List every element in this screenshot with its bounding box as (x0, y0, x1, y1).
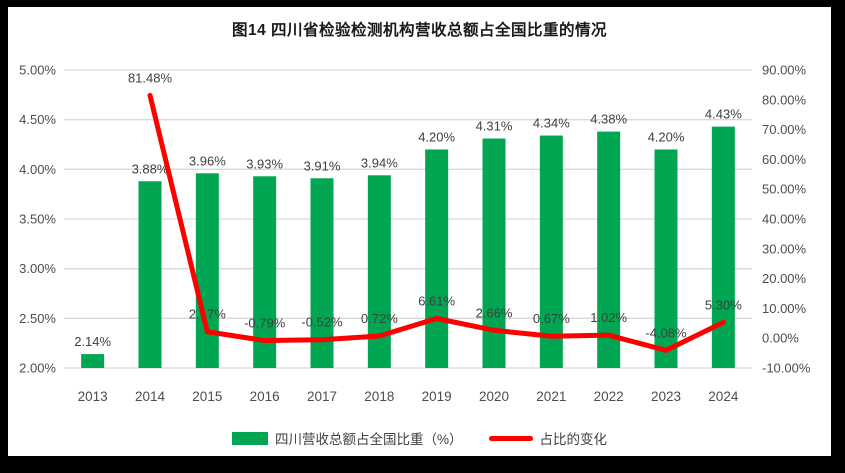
legend-item-bar-series: 四川营收总额占全国比重（%） (231, 428, 463, 448)
line-data-label: -0.79% (244, 316, 286, 331)
line-data-label: 1.02% (590, 310, 627, 325)
left-axis-tick-label: 4.00% (19, 162, 56, 177)
bar-data-label: 4.20% (648, 129, 685, 144)
chart-title: 图14 四川省检验检测机构营收总额占全国比重的情况 (231, 22, 608, 39)
chart-legend: 四川营收总额占全国比重（%） 占比的变化 (8, 428, 831, 448)
bar-data-label: 4.34% (533, 116, 570, 131)
chart-canvas: 图14 四川省检验检测机构营收总额占全国比重的情况 5.00% 4.50% 4.00… (8, 7, 831, 456)
line-data-label: 6.61% (418, 294, 455, 309)
right-axis-tick-label: 20.00% (762, 271, 807, 286)
line-data-label: 0.72% (361, 311, 398, 326)
left-axis-tick-label: 5.00% (19, 63, 56, 78)
bar (195, 173, 219, 368)
bar-data-label: 3.96% (189, 153, 226, 168)
right-axis-tick-label: 70.00% (762, 122, 807, 137)
legend-item-line-series: 占比的变化 (488, 428, 608, 448)
line-series-swatch-icon (488, 435, 533, 441)
x-axis-year-label: 2015 (192, 389, 222, 404)
bar (654, 149, 678, 368)
line-data-label: 2.17% (189, 307, 226, 322)
line-data-label: 2.66% (476, 305, 513, 320)
right-axis-tick-label: 80.00% (762, 92, 807, 107)
bar (253, 176, 277, 368)
right-axis-tick-label: -10.00% (762, 361, 811, 376)
right-axis-tick-label: 30.00% (762, 241, 807, 256)
x-axis-year-label: 2018 (364, 389, 394, 404)
line-data-label: -0.52% (301, 315, 343, 330)
bar (138, 181, 162, 368)
right-axis-tick-label: 0.00% (762, 331, 799, 346)
bar-data-label: 3.94% (361, 155, 398, 170)
bar-data-label: 3.88% (132, 161, 169, 176)
left-axis-tick-label: 3.50% (19, 212, 56, 227)
line-data-label: 5.30% (705, 297, 742, 312)
bar (367, 175, 391, 368)
right-axis-tick-label: 10.00% (762, 301, 807, 316)
x-axis-year-label: 2022 (594, 389, 624, 404)
bar (539, 135, 563, 368)
bar-data-label: 4.31% (476, 119, 513, 134)
bar (310, 178, 334, 368)
bar (425, 149, 449, 368)
bar-data-label: 2.14% (74, 334, 111, 349)
bar-data-label: 3.91% (304, 158, 341, 173)
line-series-label: 占比的变化 (539, 432, 608, 447)
x-axis-year-label: 2021 (536, 389, 566, 404)
bar-data-label: 4.20% (418, 129, 455, 144)
bar-series-swatch-icon (231, 431, 268, 445)
left-axis-tick-label: 4.50% (19, 112, 56, 127)
x-axis-year-label: 2016 (250, 389, 280, 404)
trend-line (147, 92, 726, 353)
left-axis-tick-label: 3.00% (19, 261, 56, 276)
right-axis-tick-label: 90.00% (762, 63, 807, 78)
x-axis-year-label: 2014 (135, 389, 166, 404)
bar-data-label: 3.93% (246, 156, 283, 171)
line-data-label: 81.48% (128, 70, 173, 85)
bar (711, 126, 735, 369)
right-axis-tick-label: 60.00% (762, 152, 807, 167)
right-axis-tick-label: 40.00% (762, 212, 807, 227)
bar (597, 131, 621, 368)
x-axis-year-label: 2017 (307, 389, 337, 404)
combo-chart-plot: 5.00% 4.50% 4.00% 3.50% 3.00% 2.50% 2.00% 90.00… (19, 63, 811, 405)
left-axis-tick-label: 2.50% (19, 311, 56, 326)
x-axis-year-label: 2019 (422, 389, 452, 404)
line-data-label: -4.08% (645, 325, 687, 340)
x-axis-year-label: 2024 (708, 389, 739, 404)
bar (81, 354, 105, 368)
bar-data-label: 4.38% (590, 112, 627, 127)
x-axis-year-label: 2023 (651, 389, 681, 404)
bar-series-label: 四川营收总额占全国比重（%） (274, 432, 463, 447)
bar (482, 138, 506, 368)
x-axis-year-label: 2013 (78, 389, 108, 404)
line-data-label: 0.67% (533, 311, 570, 326)
bar-data-label: 4.43% (705, 107, 742, 122)
right-axis-tick-label: 50.00% (762, 182, 807, 197)
left-axis-tick-label: 2.00% (19, 361, 56, 376)
x-axis-year-label: 2020 (479, 389, 509, 404)
